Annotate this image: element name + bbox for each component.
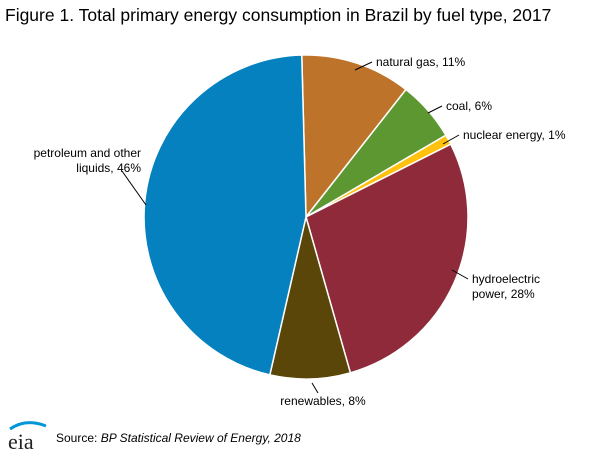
data-label-petroleum-and-other-liquids: liquids, 46%	[76, 161, 141, 175]
leader-line-hydroelectric-power	[451, 269, 469, 280]
chart-title: Figure 1. Total primary energy consumpti…	[5, 5, 552, 25]
source-label: Source:	[56, 431, 98, 445]
leader-line-petroleum-and-other-liquids	[121, 170, 147, 206]
pie-slice-natural-gas	[300, 54, 408, 220]
data-label-natural-gas: natural gas, 11%	[376, 55, 465, 69]
data-label-renewables: renewables, 8%	[280, 394, 366, 408]
pie-slice-hydroelectric-power	[305, 143, 469, 374]
data-label-coal: coal, 6%	[446, 99, 492, 113]
data-label-hydroelectric-power: power, 28%	[472, 287, 535, 301]
leader-line-natural-gas	[354, 61, 373, 71]
pie-chart: natural gas, 11% coal, 6% nuclear energy, …	[34, 54, 566, 408]
eia-logo: eia	[8, 421, 47, 452]
data-label-nuclear-energy: nuclear energy, 1%	[463, 128, 566, 142]
source-note: Source: BP Statistical Review of Energy,…	[56, 431, 301, 445]
source-name: BP Statistical Review of Energy, 2018	[100, 431, 301, 445]
leader-line-nuclear-energy	[442, 134, 460, 145]
logo-swoosh-icon	[9, 421, 47, 431]
logo-text: eia	[8, 429, 34, 452]
data-label-hydroelectric-power: hydroelectric	[472, 272, 540, 286]
data-label-petroleum-and-other-liquids: petroleum and other	[34, 146, 141, 160]
leader-line-coal	[427, 105, 443, 114]
pie-slice-petroleum-and-other-liquids	[143, 54, 307, 376]
leader-line-renewables	[311, 382, 319, 394]
